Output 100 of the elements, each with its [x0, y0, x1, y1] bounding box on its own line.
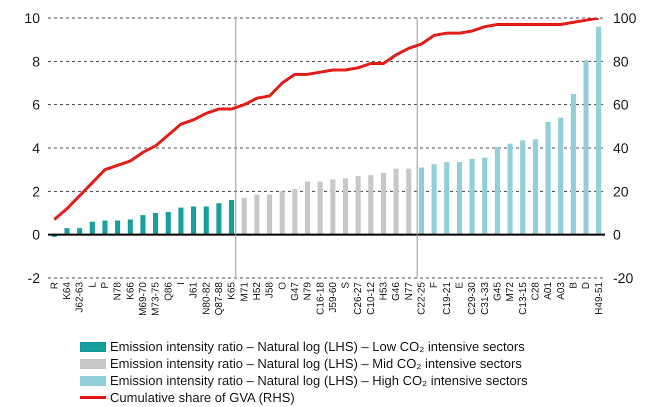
- y2-tick-label: 20: [613, 183, 629, 200]
- x-tick-label: K64: [62, 282, 74, 300]
- x-tick-label: K66: [125, 282, 136, 300]
- x-tick-label: G46: [391, 282, 402, 301]
- legend-label: Emission intensity ratio – Natural log (LHS) – High CO₂ intensive sectors: [110, 372, 528, 389]
- bar: [166, 212, 171, 235]
- x-tick-label: G47: [290, 282, 301, 301]
- bar: [583, 60, 589, 235]
- y-tick-label: 10: [24, 10, 40, 26]
- x-tick-label: C10-12: [366, 282, 377, 315]
- y-tick-label: 0: [32, 226, 40, 243]
- bar: [482, 158, 488, 235]
- bar: [242, 198, 247, 235]
- x-tick-label: F: [429, 282, 440, 288]
- bar: [432, 164, 437, 235]
- bar: [508, 144, 513, 235]
- bar: [494, 146, 500, 235]
- bar: [368, 175, 374, 235]
- bar: [292, 189, 298, 235]
- y2-tick-label: 40: [613, 140, 629, 156]
- bar: [546, 122, 551, 235]
- x-tick-label: S: [340, 282, 352, 289]
- y2-tick-label: 100: [613, 10, 637, 26]
- x-tick-label: J59-60: [328, 282, 339, 313]
- bar: [394, 168, 399, 235]
- bar: [356, 176, 361, 235]
- x-tick-label: C28: [530, 282, 542, 300]
- x-tick-label: H52: [252, 282, 263, 300]
- x-tick-label: O: [277, 282, 288, 290]
- bar: [254, 194, 260, 235]
- legend-label: Emission intensity ratio – Natural log (LHS) – Mid CO₂ intensive sectors: [110, 355, 522, 372]
- x-tick-label: L: [87, 282, 98, 288]
- y-tick-label: 2: [32, 183, 40, 200]
- x-tick-label: I: [176, 282, 188, 285]
- x-tick-label: P: [100, 282, 112, 289]
- x-tick-label: G45: [492, 282, 504, 301]
- bar: [406, 168, 412, 235]
- x-tick-label: D: [581, 282, 592, 290]
- bar: [204, 206, 209, 235]
- x-tick-label: R: [49, 282, 60, 290]
- y-tick-label: 8: [32, 53, 40, 70]
- x-tick-label: C29-30: [467, 282, 478, 315]
- bar: [380, 172, 386, 235]
- bar: [318, 182, 323, 235]
- x-tick-label: H49-51: [594, 282, 605, 315]
- y-tick-label: 6: [32, 96, 40, 113]
- x-tick-label: K65: [226, 282, 238, 300]
- y2-tick-label: 80: [613, 53, 629, 70]
- bar: [140, 215, 146, 235]
- x-tick-label: J62-63: [74, 282, 86, 313]
- x-tick-label: C31-33: [480, 282, 491, 315]
- bar: [115, 220, 120, 235]
- x-tick-label: M72: [505, 282, 516, 302]
- bar: [267, 194, 272, 235]
- bar: [330, 179, 336, 235]
- bar: [178, 208, 184, 235]
- bar: [90, 222, 95, 235]
- x-tick-label: J58: [264, 282, 276, 298]
- bar: [470, 158, 475, 235]
- bar: [304, 182, 310, 235]
- bar: [216, 203, 222, 235]
- x-tick-label: B: [568, 282, 580, 289]
- x-tick-label: N80-82: [201, 282, 212, 315]
- x-tick-label: C19-21: [442, 282, 453, 315]
- bar: [596, 26, 602, 235]
- bar: [570, 94, 576, 235]
- bar: [153, 213, 158, 235]
- y2-tick-label: 60: [613, 96, 629, 113]
- y-tick-label: 4: [32, 140, 40, 156]
- x-tick-label: C22-25: [416, 282, 428, 315]
- bar: [520, 140, 526, 235]
- x-tick-label: A03: [556, 282, 567, 300]
- bar: [342, 178, 348, 235]
- x-tick-label: N79: [302, 282, 314, 300]
- x-tick-label: N77: [404, 282, 415, 300]
- x-tick-label: Q87-88: [214, 282, 225, 316]
- bar: [229, 200, 234, 235]
- bar: [444, 162, 450, 235]
- bar: [102, 220, 108, 235]
- bar: [128, 220, 133, 235]
- y-tick-label: -2: [28, 270, 40, 286]
- legend-label: Emission intensity ratio – Natural log (LHS) – Low CO₂ intensive sectors: [110, 338, 525, 355]
- line-series: [52, 18, 600, 221]
- x-tick-label: C13-15: [518, 282, 529, 315]
- x-tick-label: J61: [188, 282, 200, 298]
- x-tick-label: H53: [378, 282, 390, 300]
- x-tick-label: C26-27: [353, 282, 364, 315]
- bar: [280, 191, 285, 235]
- x-tick-label: A01: [543, 282, 554, 300]
- x-tick-label: M69-70: [138, 282, 150, 316]
- bar: [558, 118, 564, 235]
- bar: [456, 162, 462, 235]
- bar: [418, 168, 424, 235]
- x-tick-label: M73-75: [150, 282, 162, 316]
- x-tick-label: M71: [239, 282, 250, 302]
- x-tick-label: C16-18: [315, 282, 326, 315]
- y2-tick-label: 0: [613, 226, 621, 243]
- bar: [191, 206, 196, 235]
- legend-label: Cumulative share of GVA (RHS): [110, 389, 295, 406]
- y2-tick-label: -20: [613, 270, 634, 286]
